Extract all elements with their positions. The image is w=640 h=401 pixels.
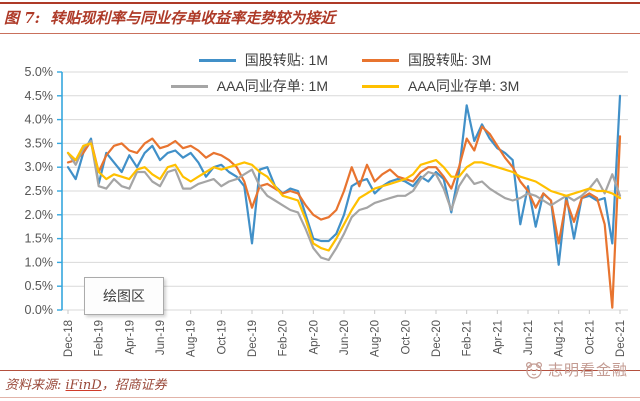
legend-label-gs-3m: 国股转贴: 3M — [408, 52, 492, 68]
svg-text:Aug-19: Aug-19 — [186, 320, 198, 357]
watermark-text: 志明看金融 — [547, 361, 628, 379]
chart-legend: 国股转贴: 1M 国股转贴: 3M AAA同业存单: 1M AAA同业存单: 3… — [62, 47, 628, 99]
figure-label: 图 7: — [4, 9, 41, 27]
svg-text:Feb-20: Feb-20 — [278, 320, 290, 356]
svg-text:4.5%: 4.5% — [25, 89, 54, 103]
svg-text:Feb-21: Feb-21 — [462, 320, 474, 356]
svg-text:Aug-21: Aug-21 — [554, 320, 566, 357]
svg-text:1.0%: 1.0% — [25, 255, 54, 269]
legend-swatch-orange — [362, 58, 399, 62]
footer-rule — [0, 370, 640, 371]
plot-area-tooltip: 绘图区 — [84, 277, 164, 315]
svg-text:0.5%: 0.5% — [25, 279, 54, 293]
legend-swatch-gray — [170, 84, 208, 88]
source-link[interactable]: iFinD — [65, 378, 102, 393]
svg-text:5.0%: 5.0% — [25, 65, 54, 79]
svg-text:Jun-21: Jun-21 — [523, 320, 535, 355]
svg-text:3.0%: 3.0% — [25, 160, 54, 174]
svg-text:1.5%: 1.5% — [25, 232, 54, 246]
legend-label-gs-1m: 国股转贴: 1M — [244, 52, 328, 68]
legend-swatch-blue — [198, 58, 236, 62]
svg-text:Dec-19: Dec-19 — [247, 320, 259, 357]
figure-title-text: 转贴现利率与同业存单收益率走势较为接近 — [50, 9, 336, 27]
legend-item-aaa-1m[interactable]: AAA同业存单: 1M — [170, 76, 328, 96]
legend-item-gs-1m[interactable]: 国股转贴: 1M — [198, 50, 328, 70]
svg-text:3.5%: 3.5% — [25, 136, 54, 150]
svg-text:Jun-20: Jun-20 — [339, 320, 351, 355]
svg-text:Feb-19: Feb-19 — [94, 320, 106, 356]
legend-label-aaa-1m: AAA同业存单: 1M — [216, 78, 328, 94]
legend-item-aaa-3m[interactable]: AAA同业存单: 3M — [362, 76, 519, 96]
source-note: 资料来源: iFinD，招商证券 — [5, 374, 167, 393]
svg-text:4.0%: 4.0% — [25, 113, 54, 127]
source-suffix: ，招商证券 — [101, 378, 167, 393]
brand-watermark: 志明看金融 — [524, 359, 628, 380]
figure-title: 图 7: 转贴现利率与同业存单收益率走势较为接近 — [4, 7, 636, 31]
panda-face-icon — [525, 361, 542, 379]
svg-text:Apr-21: Apr-21 — [492, 320, 504, 355]
source-prefix: 资料来源: — [5, 378, 66, 393]
svg-text:Aug-20: Aug-20 — [370, 320, 382, 357]
legend-swatch-yellow — [362, 84, 399, 88]
svg-text:Apr-19: Apr-19 — [124, 320, 136, 355]
svg-text:Dec-20: Dec-20 — [431, 320, 443, 357]
legend-label-aaa-3m: AAA同业存单: 3M — [408, 78, 520, 94]
line-chart: 0.0% 0.5% 1.0% 1.5% 2.0% 2.5% 3.0% 3.5% 4.0% 4.5%… — [25, 65, 628, 357]
svg-text:Apr-20: Apr-20 — [308, 320, 320, 355]
svg-text:2.5%: 2.5% — [25, 184, 54, 198]
bottom-rule — [0, 397, 640, 398]
svg-text:Dec-18: Dec-18 — [63, 320, 75, 357]
top-accent-rule — [0, 2, 640, 4]
svg-text:2.0%: 2.0% — [25, 208, 54, 222]
svg-text:Oct-20: Oct-20 — [400, 320, 412, 355]
svg-text:Dec-21: Dec-21 — [615, 320, 627, 357]
title-underline — [0, 33, 640, 34]
svg-text:0.0%: 0.0% — [25, 303, 54, 317]
legend-item-gs-3m[interactable]: 国股转贴: 3M — [362, 50, 491, 70]
svg-text:Oct-19: Oct-19 — [216, 320, 228, 355]
legend-row-1: 国股转贴: 1M 国股转贴: 3M — [62, 47, 628, 73]
legend-row-2: AAA同业存单: 1M AAA同业存单: 3M — [62, 73, 628, 99]
svg-text:Oct-21: Oct-21 — [584, 320, 596, 355]
svg-text:Jun-19: Jun-19 — [155, 320, 167, 355]
